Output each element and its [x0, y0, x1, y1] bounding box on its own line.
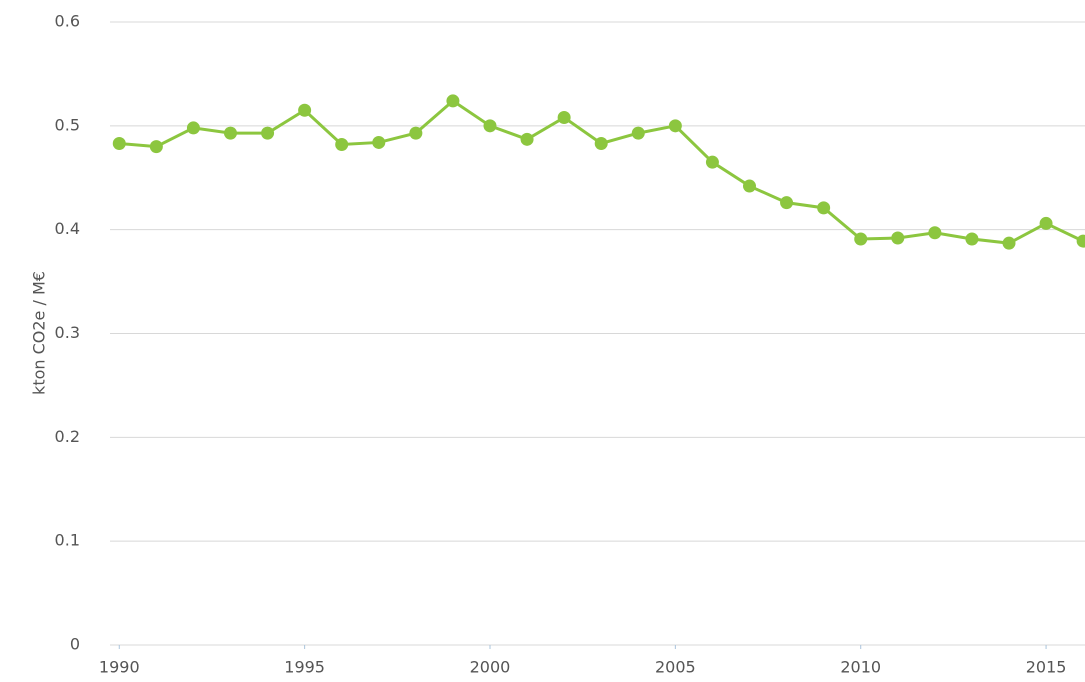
point	[149, 140, 163, 154]
x-tick-label: 1995	[284, 658, 325, 677]
y-axis-label: kton CO2e / M€	[30, 271, 49, 395]
point	[372, 135, 386, 149]
point	[594, 136, 608, 150]
x-tick-label: 2000	[470, 658, 511, 677]
y-tick-label: 0.5	[55, 115, 80, 134]
point	[1076, 234, 1085, 248]
point	[705, 155, 719, 169]
point	[742, 179, 756, 193]
line	[119, 99, 1084, 245]
point	[928, 226, 942, 240]
y-tick-label: 0.4	[55, 219, 80, 238]
point	[965, 232, 979, 246]
y-tick-label: 0.6	[55, 12, 80, 31]
point	[854, 232, 868, 246]
point	[1002, 236, 1016, 250]
point	[186, 121, 200, 135]
y-tick-label: 0.3	[55, 323, 80, 342]
point	[817, 201, 831, 215]
point	[668, 119, 682, 133]
point	[335, 138, 349, 152]
x-tick-label: 2010	[840, 658, 881, 677]
point	[261, 126, 275, 140]
y-tick-label: 0.2	[55, 427, 80, 446]
point	[223, 126, 237, 140]
x-tick-label: 2005	[655, 658, 696, 677]
point	[446, 94, 460, 108]
point	[298, 103, 312, 117]
x-tick-label: 2015	[1026, 658, 1067, 677]
y-tick-label: 0.1	[55, 531, 80, 550]
point	[891, 231, 905, 245]
point	[112, 136, 126, 150]
point	[631, 126, 645, 140]
point	[483, 119, 497, 133]
point	[409, 126, 423, 140]
y-tick-label: 0	[70, 635, 80, 654]
point	[780, 196, 794, 210]
x-tick-label: 1990	[99, 658, 140, 677]
point	[1039, 216, 1053, 230]
point	[520, 132, 534, 146]
point	[557, 111, 571, 125]
